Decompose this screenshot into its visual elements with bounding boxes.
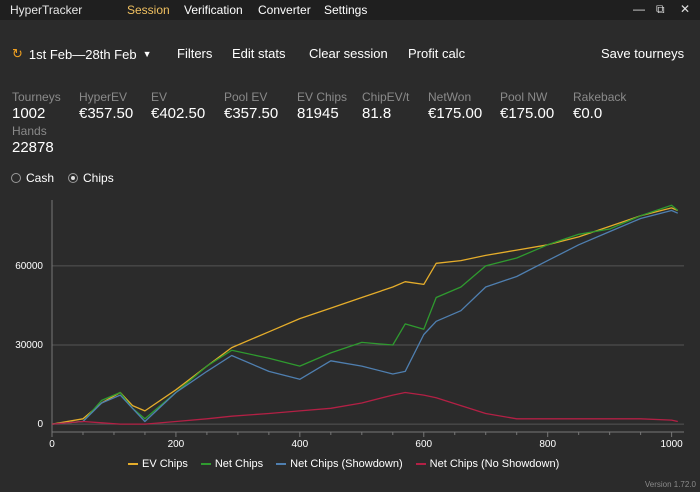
tab-settings[interactable]: Settings [324,3,368,17]
x-tick-label: 1000 [660,439,683,450]
filters-button[interactable]: Filters [177,46,213,61]
chart-legend: EV Chips Net Chips Net Chips (Showdown) … [128,458,572,470]
stat-label: Tourneys [12,90,61,104]
stat-label: HyperEV [79,90,128,104]
legend-item-ev-chips[interactable]: EV Chips [128,458,188,470]
close-icon[interactable]: ✕ [680,2,691,16]
legend-swatch-icon [200,463,211,465]
stat-value: 22878 [12,139,54,156]
restore-icon[interactable]: ⧉ [656,2,665,16]
legend-label: Net Chips [214,458,264,470]
stat-pool-ev: Pool EV €357.50 [224,90,278,122]
radio-chips-label: Chips [83,171,114,185]
stat-label: Pool EV [224,90,268,104]
y-tick-label: 30000 [15,340,43,351]
stat-label: Pool NW [500,90,548,104]
app-title: HyperTracker [10,3,83,17]
date-range-dropdown[interactable]: ↻ 1st Feb—28th Feb ▼ [12,46,152,62]
minimize-icon[interactable]: — [633,2,645,16]
stat-rakeback: Rakeback €0.0 [573,90,626,122]
stat-label: Rakeback [573,90,627,104]
stat-value: €0.0 [573,105,603,122]
series-line-net-chips [51,204,679,425]
legend-swatch-icon [415,463,426,465]
radio-circle-checked-icon [68,173,79,183]
radio-circle-icon [11,173,21,183]
stat-label: EV Chips [297,90,348,104]
series-line-ev-chips [51,207,679,425]
version-label: Version 1.72.0 [644,480,696,489]
stat-pool-nw: Pool NW €175.00 [500,90,554,122]
legend-label: EV Chips [142,458,188,470]
title-bar: HyperTracker Session Verification Conver… [0,0,700,20]
stat-value: 81945 [297,105,339,122]
stat-value: €175.00 [428,105,483,122]
series-line-net-chips-showdown [51,209,679,425]
save-tourneys-button[interactable]: Save tourneys [601,46,685,61]
radio-cash[interactable]: Cash [11,171,54,185]
stat-netwon: NetWon €175.00 [428,90,482,122]
stat-ev: EV €402.50 [151,90,205,122]
x-tick-label: 600 [415,439,432,450]
x-tick-label: 0 [49,439,55,450]
series-line-net-chips-no-showdown [51,391,678,425]
legend-label: Net Chips (Showdown) [290,458,403,470]
radio-cash-label: Cash [26,171,55,185]
stat-chipev-per-t: ChipEV/t 81.8 [362,90,409,122]
view-mode-radio-group: Cash Chips [11,171,128,185]
stat-label: EV [151,90,168,104]
stat-tourneys: Tourneys 1002 [12,90,61,122]
stat-hands: Hands 22878 [12,124,54,156]
tab-verification[interactable]: Verification [184,3,243,17]
stat-hyperev: HyperEV €357.50 [79,90,133,122]
legend-label: Net Chips (No Showdown) [429,458,560,470]
profit-calc-button[interactable]: Profit calc [408,46,466,61]
legend-item-net-chips-no-showdown[interactable]: Net Chips (No Showdown) [415,458,560,470]
stat-ev-chips: EV Chips 81945 [297,90,347,122]
stat-label: ChipEV/t [362,90,410,104]
legend-item-net-chips-showdown[interactable]: Net Chips (Showdown) [276,458,403,470]
date-range-label: 1st Feb—28th Feb [28,46,137,62]
legend-item-net-chips[interactable]: Net Chips [200,458,264,470]
edit-stats-button[interactable]: Edit stats [232,46,286,61]
stat-label: NetWon [428,90,472,104]
stat-value: 81.8 [362,105,392,122]
clear-session-button[interactable]: Clear session [309,46,388,61]
stat-label: Hands [12,124,47,138]
caret-down-icon: ▼ [142,49,152,59]
legend-swatch-icon [276,463,287,465]
radio-chips[interactable]: Chips [68,171,114,185]
profit-line-chart: 0 30000 60000 0 200 400 600 800 1000 [15,200,684,450]
refresh-icon[interactable]: ↻ [12,46,23,61]
stat-value: €175.00 [500,105,555,122]
y-tick-label: 0 [37,419,43,430]
stat-value: €402.50 [151,105,206,122]
tab-converter[interactable]: Converter [258,3,311,17]
toolbar: ↻ 1st Feb—28th Feb ▼ Filters Edit stats … [0,40,700,68]
x-tick-label: 400 [291,439,308,450]
y-tick-label: 60000 [15,261,43,272]
stat-value: €357.50 [224,105,279,122]
x-tick-label: 200 [168,439,185,450]
legend-swatch-icon [128,463,138,465]
tab-session[interactable]: Session [127,3,170,17]
stat-value: 1002 [12,105,46,122]
stat-value: €357.50 [79,105,134,122]
x-tick-label: 800 [539,439,556,450]
